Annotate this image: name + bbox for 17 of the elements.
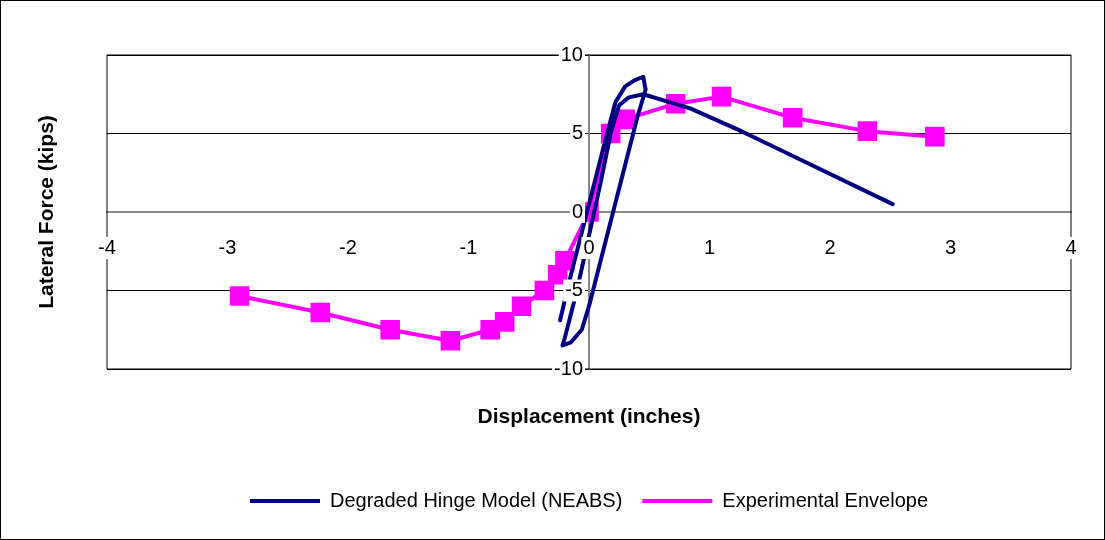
x-tick-label: -2	[339, 235, 357, 258]
x-tick-label: -3	[218, 235, 237, 258]
y-tick-label: 10	[560, 42, 583, 65]
y-axis-title: Lateral Force (kips)	[33, 115, 57, 309]
legend-label: Degraded Hinge Model (NEABS)	[329, 488, 623, 511]
y-tick-label: -10	[554, 356, 583, 379]
y-tick-label: -5	[565, 278, 583, 301]
x-tick-label: 4	[1065, 235, 1077, 258]
x-tick-label: 1	[703, 235, 716, 258]
x-axis-title: Displacement (inches)	[477, 403, 701, 427]
x-tick-label: -4	[98, 235, 116, 258]
x-tick-label: -1	[459, 235, 478, 258]
y-tick-label: 0	[571, 199, 583, 222]
y-tick-label: 5	[571, 121, 583, 144]
x-tick-label: 3	[944, 235, 957, 258]
x-tick-label: 2	[824, 235, 836, 258]
legend-label: Experimental Envelope	[722, 488, 929, 511]
